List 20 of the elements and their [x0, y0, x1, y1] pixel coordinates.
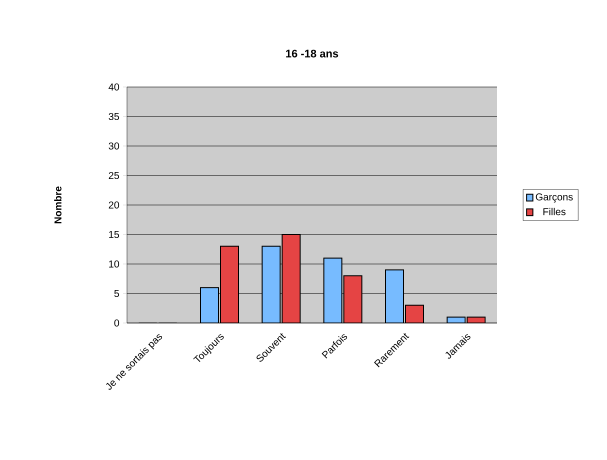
y-tick-label: 30 — [108, 142, 120, 150]
chart-title: 16 -18 ans — [286, 50, 338, 58]
y-tick-label: 35 — [108, 112, 120, 120]
legend-label: Garçons — [536, 193, 573, 202]
legend-label: Filles — [543, 208, 566, 216]
bar — [220, 246, 239, 323]
bar — [384, 269, 404, 323]
bar — [323, 258, 342, 323]
bar — [282, 234, 301, 323]
y-tick-label: 10 — [109, 260, 120, 268]
y-tick-label: 5 — [114, 290, 120, 297]
y-axis-title: Nombre — [54, 186, 62, 224]
y-tick-label: 0 — [114, 319, 120, 327]
bar — [343, 275, 362, 323]
bar — [200, 287, 219, 323]
y-tick-label: 25 — [108, 172, 120, 180]
bar — [262, 246, 281, 323]
y-tick-label: 40 — [108, 83, 120, 91]
y-tick-label: 15 — [109, 231, 120, 238]
y-tick-label: 20 — [108, 201, 120, 209]
